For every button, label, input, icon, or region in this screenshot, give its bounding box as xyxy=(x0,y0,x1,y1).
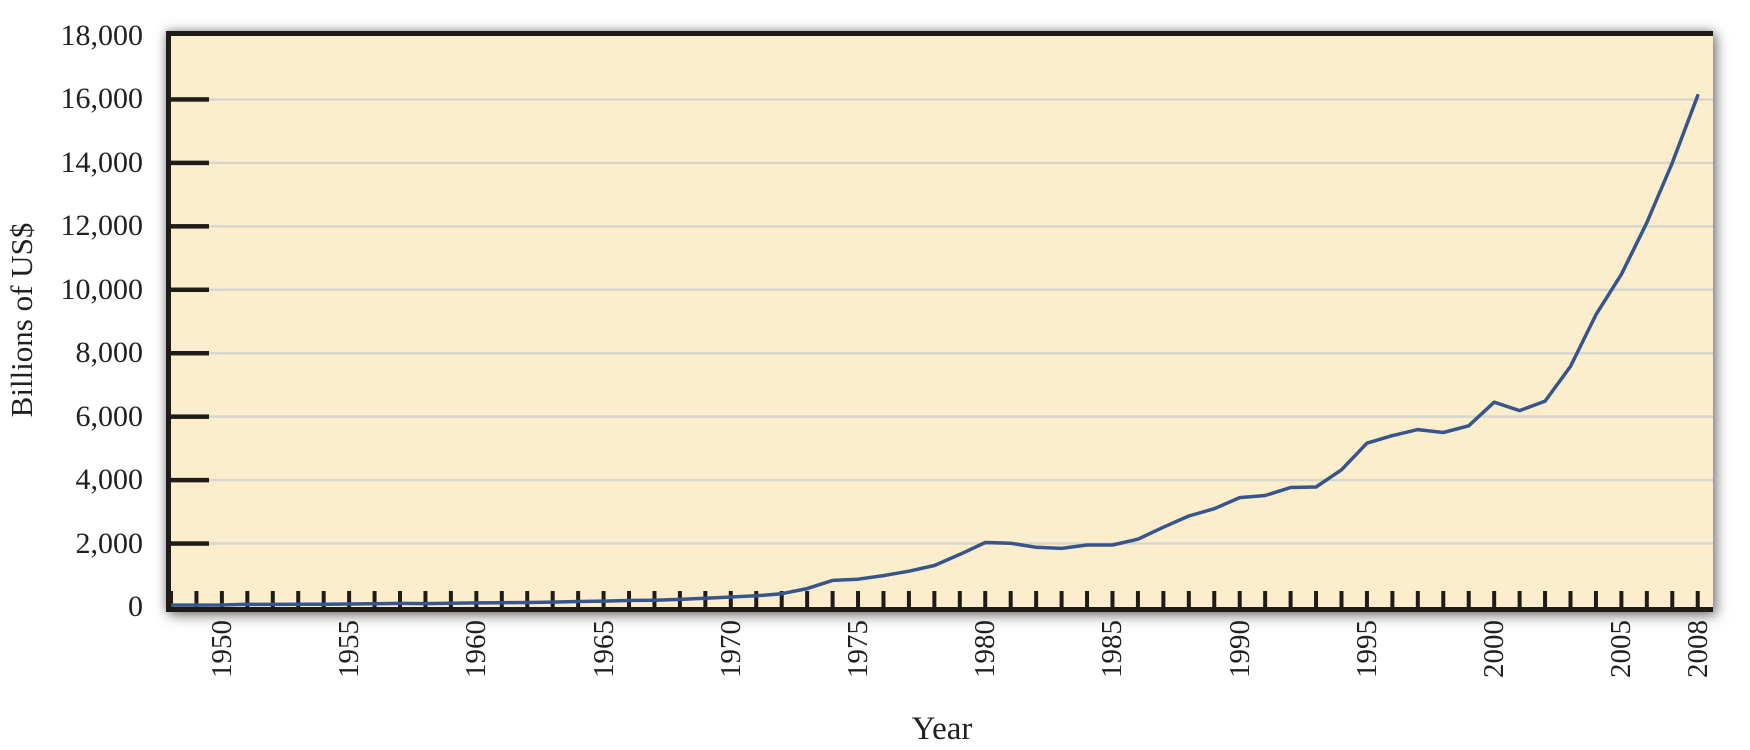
x-tick xyxy=(423,591,428,607)
x-tick xyxy=(1237,591,1242,607)
x-tick xyxy=(1695,591,1700,607)
x-tick xyxy=(1186,591,1191,607)
y-tick xyxy=(171,160,209,166)
x-tick xyxy=(1059,591,1064,607)
x-tick xyxy=(830,591,835,607)
x-tick-label: 1970 xyxy=(714,620,747,678)
x-tick xyxy=(245,591,250,607)
x-tick xyxy=(1034,591,1039,607)
x-tick xyxy=(474,591,479,607)
y-tick-label: 14,000 xyxy=(60,145,144,179)
x-tick xyxy=(1466,591,1471,607)
x-tick xyxy=(881,591,886,607)
x-tick xyxy=(1441,591,1446,607)
x-tick xyxy=(347,591,352,607)
x-tick-label: 1955 xyxy=(333,620,366,678)
y-tick-label: 0 xyxy=(128,590,143,623)
x-tick xyxy=(983,591,988,607)
y-tick xyxy=(171,477,209,483)
data-line xyxy=(171,93,1700,607)
x-tick xyxy=(805,591,810,607)
x-tick xyxy=(1288,591,1293,607)
x-tick xyxy=(194,591,199,607)
x-tick xyxy=(296,591,301,607)
x-tick xyxy=(1593,591,1598,607)
x-tick xyxy=(1670,591,1675,607)
x-tick xyxy=(321,591,326,607)
x-tick xyxy=(270,591,275,607)
x-tick xyxy=(1314,591,1319,607)
x-tick xyxy=(1568,591,1573,607)
y-tick-label: 18,000 xyxy=(60,19,144,52)
y-tick xyxy=(171,541,209,546)
x-tick xyxy=(1085,591,1090,607)
x-tick xyxy=(728,591,733,607)
x-tick-label: 1995 xyxy=(1350,620,1383,678)
y-tick xyxy=(171,287,209,293)
x-tick-label: 1985 xyxy=(1096,620,1129,678)
x-tick xyxy=(576,591,581,607)
x-axis-title: Year xyxy=(911,711,973,747)
x-tick xyxy=(1212,591,1217,607)
x-tick xyxy=(779,591,784,607)
x-tick xyxy=(499,591,504,607)
x-tick xyxy=(1110,591,1115,607)
x-tick xyxy=(171,591,173,607)
x-tick-label: 1975 xyxy=(842,620,875,678)
x-tick xyxy=(1364,591,1369,607)
x-tick-label: 1965 xyxy=(587,620,620,678)
x-tick-label: 1980 xyxy=(969,620,1002,678)
x-tick xyxy=(525,591,530,607)
x-tick-label: 2005 xyxy=(1605,620,1638,678)
y-tick-label: 12,000 xyxy=(60,209,144,243)
x-tick xyxy=(957,591,962,607)
x-tick xyxy=(1390,591,1395,607)
y-tick xyxy=(171,414,209,419)
y-tick-label: 16,000 xyxy=(60,82,144,116)
y-tick xyxy=(171,97,209,102)
x-tick-label: 2008 xyxy=(1681,620,1714,678)
x-tick xyxy=(372,591,377,607)
x-tick xyxy=(1415,591,1420,607)
y-tick-label: 10,000 xyxy=(60,272,144,306)
plot-area xyxy=(166,31,1713,612)
x-tick xyxy=(1008,591,1013,607)
x-tick xyxy=(219,591,224,607)
x-tick xyxy=(398,591,403,607)
x-tick xyxy=(856,591,861,607)
line-chart-canvas xyxy=(171,93,1713,607)
x-tick-label: 1990 xyxy=(1223,620,1256,678)
y-tick-label: 6,000 xyxy=(75,399,144,433)
x-tick-label: 1960 xyxy=(460,620,493,678)
x-tick xyxy=(1492,591,1497,607)
x-tick xyxy=(1517,591,1522,607)
y-tick xyxy=(171,224,209,229)
x-tick-label: 2000 xyxy=(1478,620,1511,678)
x-tick xyxy=(1135,591,1140,607)
x-tick xyxy=(1161,591,1166,607)
y-tick-label: 8,000 xyxy=(75,336,144,370)
x-tick xyxy=(1263,591,1268,607)
x-tick xyxy=(1619,591,1624,607)
y-tick-label: 2,000 xyxy=(75,526,144,560)
x-tick-label: 1950 xyxy=(205,620,238,678)
x-tick xyxy=(1644,591,1649,607)
x-tick xyxy=(550,591,555,607)
x-tick xyxy=(1543,591,1548,607)
x-tick xyxy=(754,591,759,607)
x-tick xyxy=(448,591,453,607)
y-tick-label: 4,000 xyxy=(75,463,144,497)
x-tick xyxy=(906,591,911,607)
y-tick xyxy=(171,350,209,356)
x-tick xyxy=(932,591,937,607)
x-tick xyxy=(601,591,606,607)
x-tick xyxy=(1339,591,1344,607)
